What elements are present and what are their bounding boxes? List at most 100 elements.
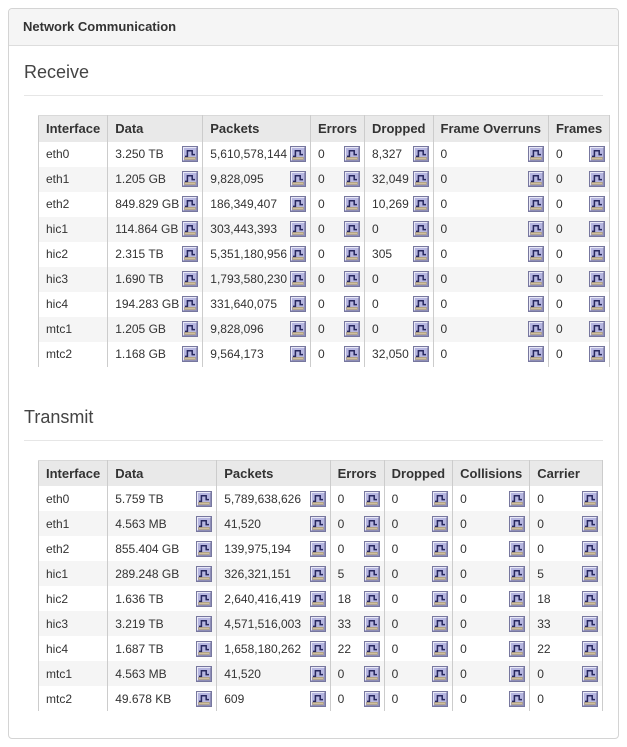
chart-button[interactable] xyxy=(589,171,606,187)
chart-button[interactable] xyxy=(344,221,361,237)
chart-button[interactable] xyxy=(196,540,213,557)
chart-button[interactable] xyxy=(196,640,213,657)
chart-button[interactable] xyxy=(589,246,606,262)
chart-button[interactable] xyxy=(363,665,380,682)
chart-button[interactable] xyxy=(527,346,544,362)
chart-button[interactable] xyxy=(509,565,526,582)
chart-button[interactable] xyxy=(290,321,307,337)
chart-button[interactable] xyxy=(196,665,213,682)
chart-button[interactable] xyxy=(363,490,380,507)
chart-button[interactable] xyxy=(589,296,606,312)
chart-button[interactable] xyxy=(527,321,544,337)
chart-button[interactable] xyxy=(527,146,544,162)
chart-button[interactable] xyxy=(290,171,307,187)
chart-button[interactable] xyxy=(412,171,429,187)
chart-button[interactable] xyxy=(196,490,213,507)
chart-button[interactable] xyxy=(182,196,199,212)
chart-button[interactable] xyxy=(290,296,307,312)
chart-button[interactable] xyxy=(182,321,199,337)
chart-button[interactable] xyxy=(309,615,326,632)
chart-button[interactable] xyxy=(582,515,598,532)
chart-button[interactable] xyxy=(582,565,598,582)
chart-button[interactable] xyxy=(412,221,429,237)
chart-button[interactable] xyxy=(344,296,361,312)
chart-button[interactable] xyxy=(309,540,326,557)
chart-button[interactable] xyxy=(363,590,380,607)
chart-button[interactable] xyxy=(582,590,598,607)
chart-button[interactable] xyxy=(196,615,213,632)
chart-button[interactable] xyxy=(589,271,606,287)
chart-button[interactable] xyxy=(582,640,598,657)
chart-button[interactable] xyxy=(509,690,526,707)
chart-button[interactable] xyxy=(344,146,361,162)
chart-button[interactable] xyxy=(363,515,380,532)
chart-button[interactable] xyxy=(309,515,326,532)
chart-button[interactable] xyxy=(344,271,361,287)
chart-button[interactable] xyxy=(412,196,429,212)
chart-button[interactable] xyxy=(182,296,199,312)
chart-button[interactable] xyxy=(582,490,598,507)
chart-button[interactable] xyxy=(309,665,326,682)
chart-button[interactable] xyxy=(182,346,199,362)
chart-button[interactable] xyxy=(432,515,449,532)
chart-button[interactable] xyxy=(509,640,526,657)
chart-button[interactable] xyxy=(527,171,544,187)
chart-button[interactable] xyxy=(344,321,361,337)
chart-button[interactable] xyxy=(290,146,307,162)
chart-button[interactable] xyxy=(363,615,380,632)
chart-button[interactable] xyxy=(290,246,307,262)
chart-button[interactable] xyxy=(582,690,598,707)
chart-button[interactable] xyxy=(582,615,598,632)
chart-button[interactable] xyxy=(582,540,598,557)
chart-button[interactable] xyxy=(309,490,326,507)
chart-button[interactable] xyxy=(432,540,449,557)
chart-button[interactable] xyxy=(182,221,199,237)
chart-button[interactable] xyxy=(527,246,544,262)
chart-button[interactable] xyxy=(196,690,213,707)
chart-button[interactable] xyxy=(589,321,606,337)
chart-button[interactable] xyxy=(363,565,380,582)
chart-button[interactable] xyxy=(182,246,199,262)
chart-button[interactable] xyxy=(527,296,544,312)
chart-button[interactable] xyxy=(432,690,449,707)
chart-button[interactable] xyxy=(196,515,213,532)
chart-button[interactable] xyxy=(527,221,544,237)
chart-button[interactable] xyxy=(412,346,429,362)
chart-button[interactable] xyxy=(432,490,449,507)
chart-button[interactable] xyxy=(290,271,307,287)
chart-button[interactable] xyxy=(509,590,526,607)
chart-button[interactable] xyxy=(412,296,429,312)
chart-button[interactable] xyxy=(412,246,429,262)
chart-button[interactable] xyxy=(309,690,326,707)
chart-button[interactable] xyxy=(182,271,199,287)
chart-button[interactable] xyxy=(290,221,307,237)
chart-button[interactable] xyxy=(344,346,361,362)
chart-button[interactable] xyxy=(196,565,213,582)
chart-button[interactable] xyxy=(432,590,449,607)
chart-button[interactable] xyxy=(412,321,429,337)
chart-button[interactable] xyxy=(589,146,606,162)
chart-button[interactable] xyxy=(509,665,526,682)
chart-button[interactable] xyxy=(582,665,598,682)
chart-button[interactable] xyxy=(309,590,326,607)
chart-button[interactable] xyxy=(589,196,606,212)
chart-button[interactable] xyxy=(309,565,326,582)
chart-button[interactable] xyxy=(432,640,449,657)
chart-button[interactable] xyxy=(344,196,361,212)
chart-button[interactable] xyxy=(527,271,544,287)
chart-button[interactable] xyxy=(509,615,526,632)
chart-button[interactable] xyxy=(527,196,544,212)
chart-button[interactable] xyxy=(363,690,380,707)
chart-button[interactable] xyxy=(182,146,199,162)
chart-button[interactable] xyxy=(412,146,429,162)
chart-button[interactable] xyxy=(589,221,606,237)
chart-button[interactable] xyxy=(344,171,361,187)
chart-button[interactable] xyxy=(196,590,213,607)
chart-button[interactable] xyxy=(432,565,449,582)
chart-button[interactable] xyxy=(290,196,307,212)
chart-button[interactable] xyxy=(589,346,606,362)
chart-button[interactable] xyxy=(412,271,429,287)
chart-button[interactable] xyxy=(509,540,526,557)
chart-button[interactable] xyxy=(344,246,361,262)
chart-button[interactable] xyxy=(432,665,449,682)
